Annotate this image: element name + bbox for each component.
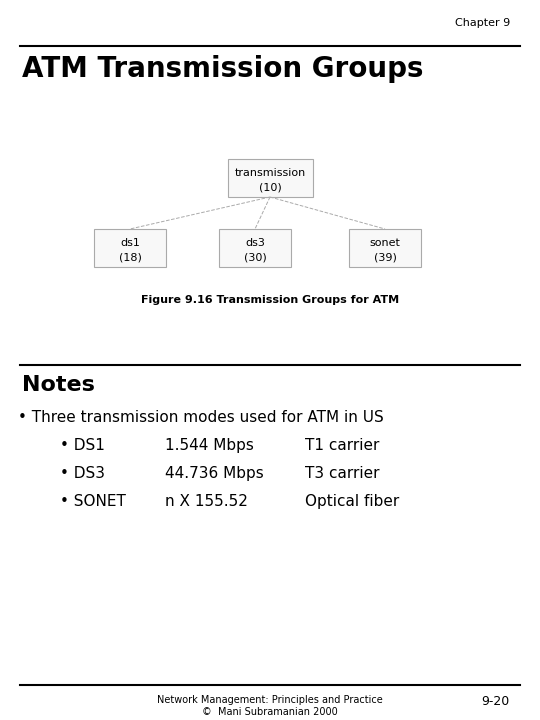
Text: 9-20: 9-20 [482, 695, 510, 708]
FancyBboxPatch shape [94, 229, 166, 267]
Text: (18): (18) [119, 253, 141, 263]
Text: Chapter 9: Chapter 9 [455, 18, 510, 28]
Text: transmission: transmission [234, 168, 306, 178]
Text: ds3: ds3 [245, 238, 265, 248]
FancyBboxPatch shape [219, 229, 291, 267]
Text: ds1: ds1 [120, 238, 140, 248]
Text: Notes: Notes [22, 375, 95, 395]
Text: 1.544 Mbps: 1.544 Mbps [165, 438, 254, 453]
FancyBboxPatch shape [227, 159, 313, 197]
Text: T1 carrier: T1 carrier [305, 438, 380, 453]
FancyBboxPatch shape [349, 229, 421, 267]
Text: • SONET: • SONET [60, 494, 126, 509]
Text: Optical fiber: Optical fiber [305, 494, 399, 509]
Text: • DS3: • DS3 [60, 466, 105, 481]
Text: n X 155.52: n X 155.52 [165, 494, 248, 509]
Text: 44.736 Mbps: 44.736 Mbps [165, 466, 264, 481]
Text: Figure 9.16 Transmission Groups for ATM: Figure 9.16 Transmission Groups for ATM [141, 295, 399, 305]
Text: (30): (30) [244, 253, 266, 263]
Text: ATM Transmission Groups: ATM Transmission Groups [22, 55, 423, 83]
Text: (39): (39) [374, 253, 396, 263]
Text: • Three transmission modes used for ATM in US: • Three transmission modes used for ATM … [18, 410, 384, 425]
Text: T3 carrier: T3 carrier [305, 466, 380, 481]
Text: • DS1: • DS1 [60, 438, 105, 453]
Text: Network Management: Principles and Practice
©  Mani Subramanian 2000: Network Management: Principles and Pract… [157, 695, 383, 716]
Text: (10): (10) [259, 183, 281, 193]
Text: sonet: sonet [369, 238, 401, 248]
